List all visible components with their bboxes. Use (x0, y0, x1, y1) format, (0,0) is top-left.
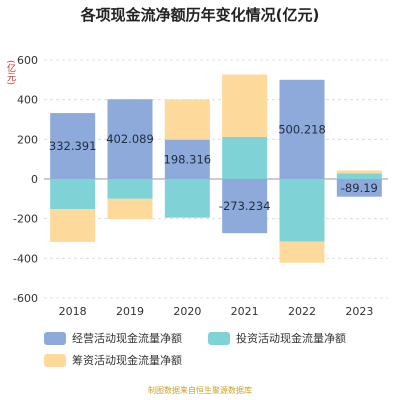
x-tick-label-2020: 2020 (173, 305, 201, 318)
y-tick-label-4: -200 (13, 213, 38, 226)
data-label-2023: -89.19 (341, 181, 378, 195)
legend-swatch-financing (44, 353, 66, 367)
cash-flow-chart: 600 400 200 0 -200 -400 -600 332.391 2018 402.089… (13, 54, 388, 318)
bar-2022-series-2 (279, 241, 325, 263)
y-tick-label-1: 400 (17, 94, 38, 107)
bar-2021-series-1 (222, 136, 268, 179)
legend-item-financing[interactable]: 筹资活动现金流量净额 (44, 352, 182, 368)
bar-2023-series-1 (336, 173, 382, 179)
bar-2020-series-0 (164, 139, 210, 179)
data-label-2022: 500.218 (278, 122, 326, 136)
bar-2019-series-0 (107, 99, 153, 179)
y-tick-label-3: 0 (31, 173, 38, 186)
bar-2018-series-1 (50, 179, 96, 210)
bar-2023-series-0 (336, 179, 382, 197)
y-tick-label-6: -600 (13, 292, 38, 305)
bar-2021-series-2 (222, 74, 268, 137)
legend-label-financing: 筹资活动现金流量净额 (72, 354, 182, 367)
bar-2018-series-2 (50, 209, 96, 242)
legend-swatch-operating (44, 331, 66, 345)
y-axis-unit-label: (亿元) (5, 60, 15, 86)
y-tick-label-0: 600 (17, 54, 38, 67)
x-tick-label-2021: 2021 (231, 305, 259, 318)
bar-2023-series-2 (336, 170, 382, 174)
bar-2022-series-0 (279, 79, 325, 179)
data-label-2020: 198.316 (164, 152, 212, 166)
bar-2020-series-1 (164, 179, 210, 218)
legend-swatch-investing (208, 331, 230, 345)
data-label-2019: 402.089 (106, 132, 154, 146)
x-tick-label-2018: 2018 (59, 305, 87, 318)
bar-2020-series-2 (164, 99, 210, 140)
legend-label-investing: 投资活动现金流量净额 (236, 332, 346, 345)
legend-item-operating[interactable]: 经营活动现金流量净额 (44, 330, 182, 346)
legend-item-investing[interactable]: 投资活动现金流量净额 (208, 330, 346, 346)
y-tick-label-5: -400 (13, 252, 38, 265)
bar-2018-series-0 (50, 113, 96, 179)
bar-2019-series-2 (107, 198, 153, 220)
x-tick-label-2022: 2022 (288, 305, 316, 318)
data-label-2018: 332.391 (49, 139, 97, 153)
chart-title: 各项现金流净额历年变化情况(亿元) (80, 6, 320, 24)
bar-2021-series-0 (222, 179, 268, 234)
legend-label-operating: 经营活动现金流量净额 (72, 332, 182, 345)
y-tick-label-2: 200 (17, 133, 38, 146)
data-label-2021: -273.234 (219, 199, 271, 213)
x-tick-label-2019: 2019 (116, 305, 144, 318)
data-source-footer: 制图数据来自恒生聚源数据库 (148, 386, 252, 395)
x-tick-label-2023: 2023 (345, 305, 373, 318)
bar-2019-series-1 (107, 179, 153, 199)
bar-2022-series-1 (279, 179, 325, 242)
